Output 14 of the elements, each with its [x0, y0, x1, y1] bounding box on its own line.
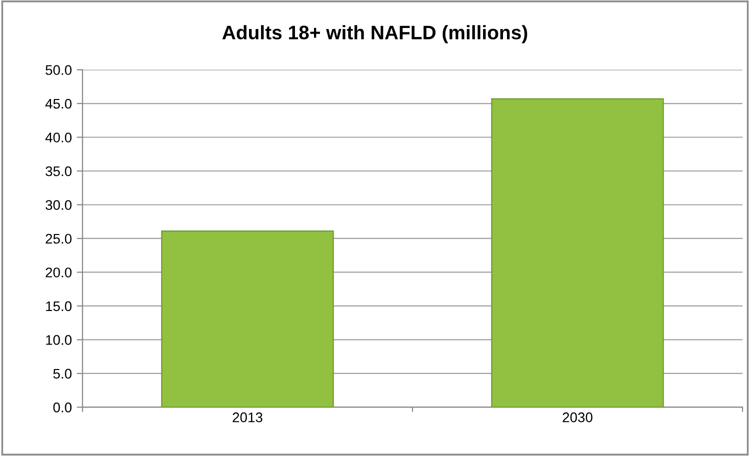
- y-tick-label: 0.0: [53, 402, 72, 412]
- y-tick-label: 45.0: [45, 98, 72, 109]
- x-tick-label: 2030: [562, 412, 592, 422]
- y-tick-label: 40.0: [45, 132, 72, 142]
- y-tick-label: 25.0: [46, 234, 72, 244]
- y-tick-label: 10.0: [46, 335, 72, 345]
- y-tick-label: 35.0: [46, 166, 72, 176]
- y-tick-label: 30.0: [46, 200, 72, 210]
- chart-title: Adults 18+ with NAFLD (millions): [222, 25, 528, 44]
- y-tick-label: 20.0: [46, 268, 72, 278]
- x-tick-label: 2013: [232, 412, 262, 422]
- y-tick-label: 50.0: [46, 65, 72, 75]
- y-tick-label: 5.0: [53, 368, 72, 379]
- y-tick-label: 15.0: [46, 301, 72, 312]
